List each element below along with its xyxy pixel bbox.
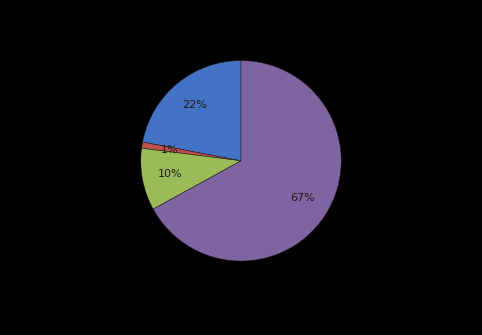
Wedge shape (143, 61, 241, 161)
Text: 1%: 1% (161, 144, 178, 154)
Wedge shape (141, 148, 241, 209)
Text: 10%: 10% (158, 169, 182, 179)
Wedge shape (153, 61, 341, 261)
Text: 67%: 67% (291, 193, 316, 203)
Text: 22%: 22% (183, 100, 207, 110)
Wedge shape (142, 142, 241, 161)
